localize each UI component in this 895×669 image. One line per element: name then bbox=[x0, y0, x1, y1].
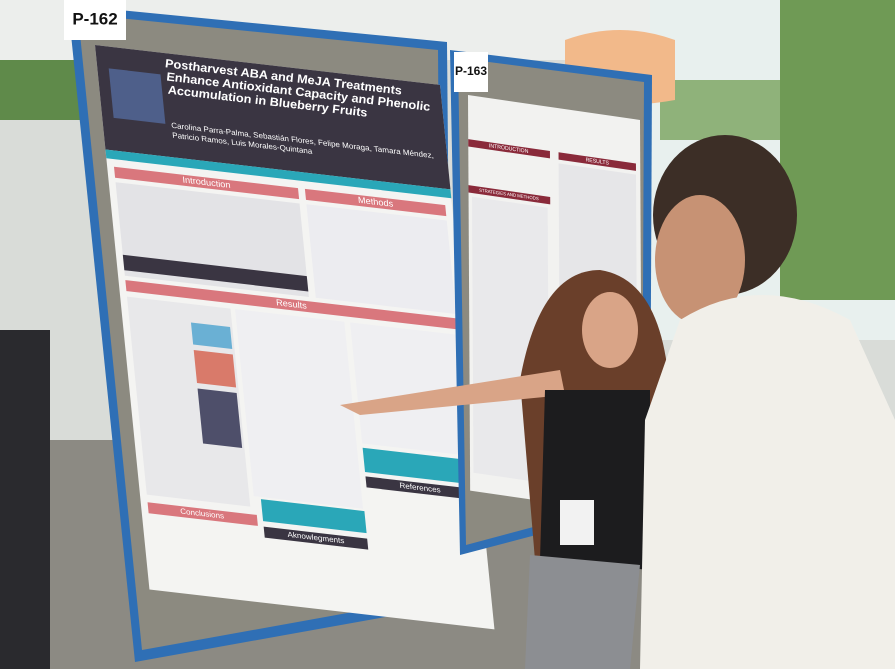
poster-label: P-162 bbox=[72, 9, 117, 28]
section-bar bbox=[468, 185, 551, 205]
woman-top bbox=[540, 390, 650, 570]
man-face bbox=[655, 195, 745, 325]
figure-block bbox=[362, 447, 474, 485]
trees bbox=[660, 80, 780, 140]
accent bbox=[105, 149, 452, 199]
section-bar bbox=[113, 166, 300, 200]
poster: Postharvest ABA and MeJA Treatments Enha… bbox=[95, 45, 495, 630]
window-left bbox=[0, 60, 80, 120]
trees bbox=[780, 0, 895, 300]
poster-header bbox=[95, 45, 451, 190]
section-bar bbox=[147, 502, 258, 526]
poster-logo bbox=[108, 68, 166, 124]
figure bbox=[126, 296, 251, 507]
person-left bbox=[0, 330, 50, 669]
section-heading: INTRODUCTION bbox=[489, 143, 529, 155]
man-shirt bbox=[640, 295, 895, 669]
section-bar bbox=[365, 476, 475, 500]
figure bbox=[350, 322, 471, 456]
section-heading: Methods bbox=[357, 195, 394, 209]
section-heading: RESULTS bbox=[586, 157, 610, 167]
figure-block bbox=[193, 349, 237, 388]
poster-label-box bbox=[454, 52, 488, 92]
badge bbox=[560, 500, 594, 545]
woman-face bbox=[582, 292, 638, 368]
figure-block bbox=[260, 499, 367, 534]
figure bbox=[306, 204, 457, 315]
section-bar bbox=[263, 526, 369, 550]
section-bar bbox=[125, 280, 458, 330]
figure-block bbox=[197, 388, 243, 449]
section-heading: Results bbox=[276, 298, 308, 311]
poster-label: P-163 bbox=[455, 64, 487, 78]
section-bar bbox=[304, 188, 447, 217]
section-bar bbox=[468, 139, 550, 159]
woman-jeans bbox=[525, 555, 640, 669]
woman-arm bbox=[340, 370, 565, 415]
section-bar bbox=[558, 152, 636, 171]
poster-label-box bbox=[64, 0, 126, 40]
figure bbox=[235, 309, 364, 509]
text-block bbox=[122, 254, 309, 292]
figure-block bbox=[190, 322, 233, 350]
